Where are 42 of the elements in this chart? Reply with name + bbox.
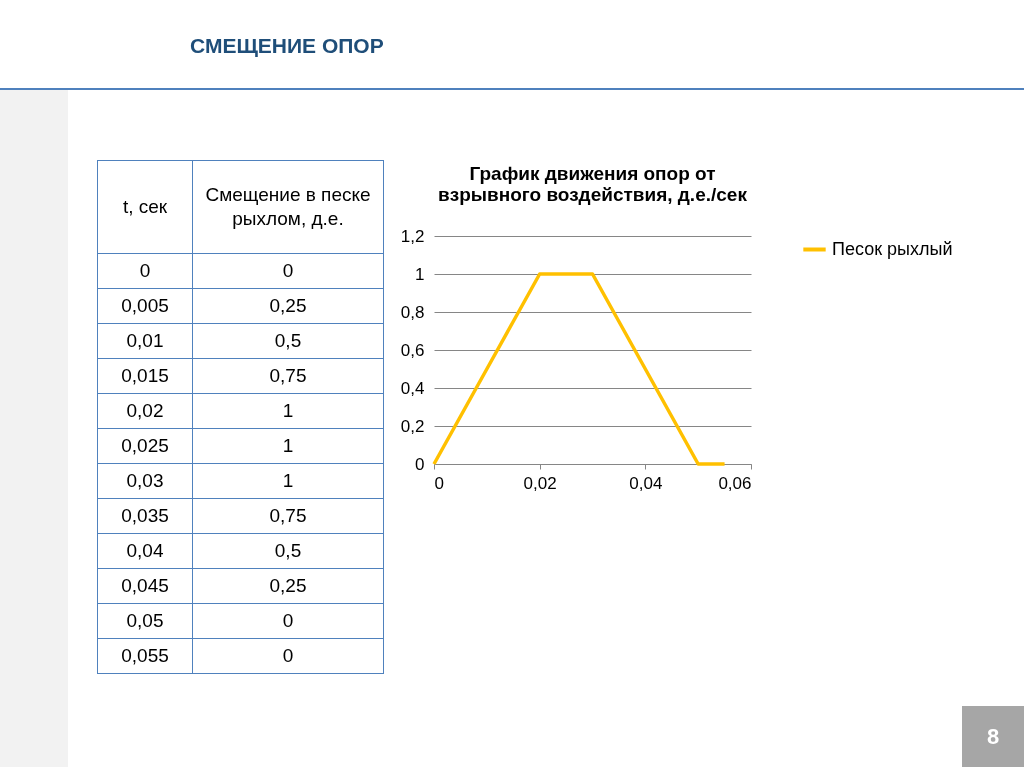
y-tick-label: 1 xyxy=(415,264,425,284)
y-tick-label: 0,4 xyxy=(400,378,425,398)
data-label: 0,75 xyxy=(192,498,384,534)
x-tick-label: 0,02 xyxy=(523,473,557,493)
y-tick-label: 0,03 xyxy=(97,463,193,499)
y-tick-label: 0,005 xyxy=(97,288,193,324)
x-tick-label: 0,04 xyxy=(629,473,663,493)
y-axis-title: t, сек xyxy=(97,160,193,254)
data-label: 0,5 xyxy=(192,533,384,569)
y-tick-label: 0,04 xyxy=(97,533,193,569)
y-tick-label: 0,055 xyxy=(97,638,193,674)
y-tick-label: 0,6 xyxy=(400,340,425,360)
x-tick-label: 0,06 xyxy=(718,473,752,493)
y-tick-label: 0,025 xyxy=(97,428,193,464)
data-label: 0,5 xyxy=(192,323,384,359)
data-label: 1 xyxy=(192,428,384,464)
y-tick-label: 0,05 xyxy=(97,603,193,639)
x-tick-label: Смещение в песке рыхлом, д.е. xyxy=(192,160,384,254)
y-tick-label: 0 xyxy=(97,253,193,289)
text: СМЕЩЕНИЕ ОПОР xyxy=(190,34,384,58)
y-tick-label: 0,01 xyxy=(97,323,193,359)
data-label: 1 xyxy=(192,393,384,429)
line-series xyxy=(432,272,727,466)
data-label: 0,25 xyxy=(192,288,384,324)
legend-label: Песок рыхлый xyxy=(832,238,953,259)
data-label: 0,75 xyxy=(192,358,384,394)
y-tick-label: 0,8 xyxy=(400,302,425,322)
data-label: 1 xyxy=(192,463,384,499)
y-tick-label: 0 xyxy=(415,454,425,474)
y-tick-label: 1,2 xyxy=(400,226,425,246)
y-tick-label: 0,015 xyxy=(97,358,193,394)
data-label: 0 xyxy=(192,603,384,639)
data-label: 0,25 xyxy=(192,568,384,604)
y-tick-label: 0,2 xyxy=(400,416,425,436)
y-tick-label: 0,02 xyxy=(97,393,193,429)
data-label: 0 xyxy=(192,638,384,674)
text: 8 xyxy=(962,706,1024,767)
x-tick-label: 0 xyxy=(434,473,444,493)
chart-title: График движения опор от взрывного воздействия, д.е./сек xyxy=(438,163,748,205)
y-tick-label: 0,045 xyxy=(97,568,193,604)
data-label: 0 xyxy=(192,253,384,289)
y-tick-label: 0,035 xyxy=(97,498,193,534)
